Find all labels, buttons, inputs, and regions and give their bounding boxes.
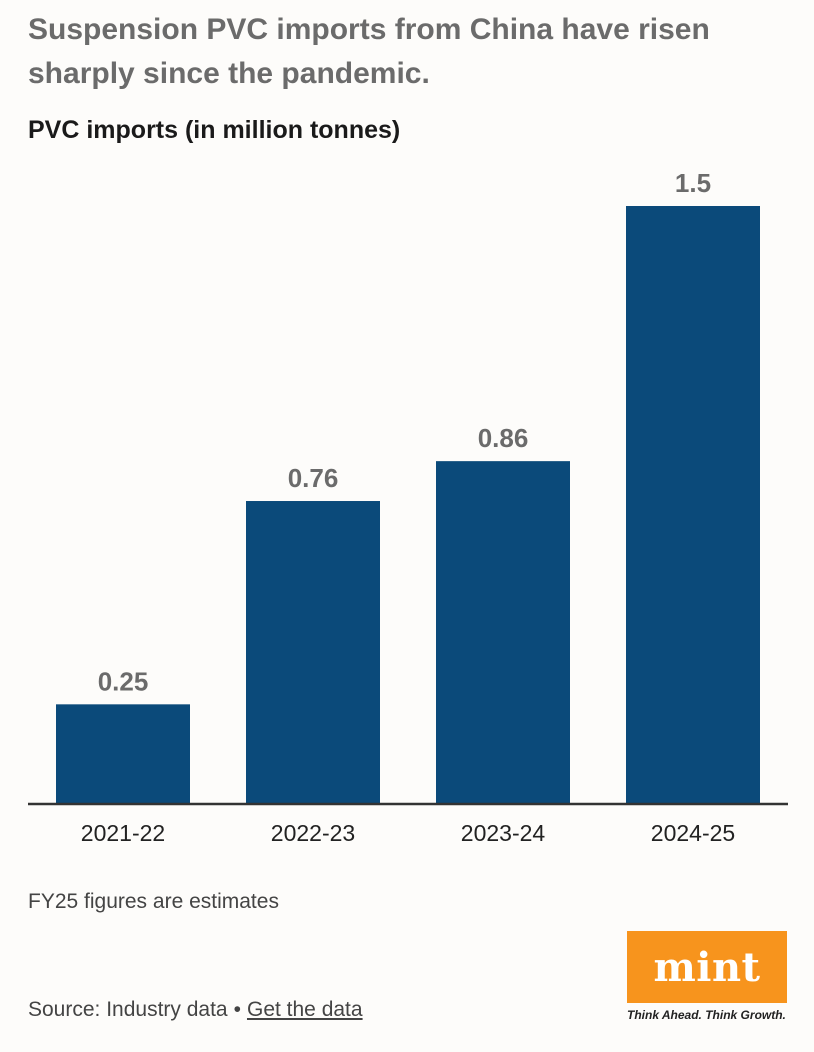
value-label-2022-23: 0.76 <box>288 463 339 493</box>
chart-subtitle: PVC imports (in million tonnes) <box>28 116 401 144</box>
tick-label-2024-25: 2024-25 <box>651 820 735 846</box>
tick-label-2023-24: 2023-24 <box>461 820 546 846</box>
chart-title: Suspension PVC imports from China have r… <box>28 13 710 90</box>
bar-chart: 0.25 2021-22 0.76 2022-23 0.86 2023-24 1.5 2024… <box>28 168 788 846</box>
source-line: Source: Industry data • Get the data <box>28 998 363 1022</box>
mint-tagline: Think Ahead. Think Growth. <box>627 1008 786 1022</box>
mint-logo: mint <box>627 931 787 1003</box>
bar-2023-24 <box>436 461 570 804</box>
bar-2021-22 <box>56 704 190 804</box>
tick-label-2021-22: 2021-22 <box>81 820 165 846</box>
value-label-2024-25: 1.5 <box>675 168 711 198</box>
source-text: Source: Industry data <box>28 998 228 1021</box>
value-label-2023-24: 0.86 <box>478 423 529 453</box>
estimate-note: FY25 figures are estimates <box>28 890 279 913</box>
value-label-2021-22: 0.25 <box>98 666 149 696</box>
bar-2022-23 <box>246 501 380 804</box>
bar-2024-25 <box>626 206 760 804</box>
mint-logo-text: mint <box>653 943 761 991</box>
source-separator: • <box>233 998 241 1021</box>
get-the-data-link[interactable]: Get the data <box>246 998 363 1021</box>
tick-label-2022-23: 2022-23 <box>271 820 355 846</box>
